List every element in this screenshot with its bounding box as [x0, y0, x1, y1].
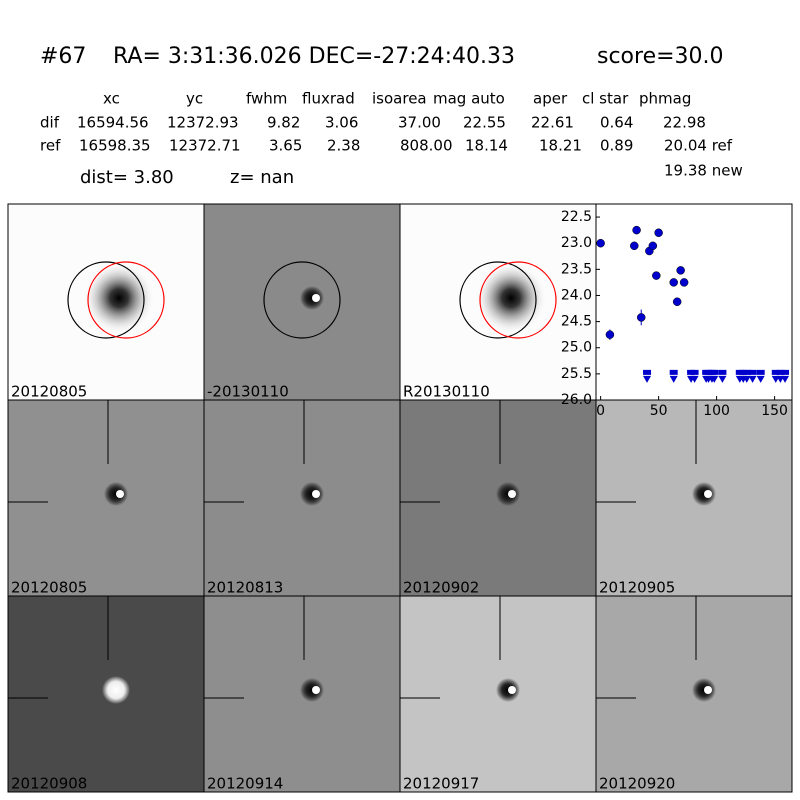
column-header: mag auto — [433, 90, 505, 108]
table-cell: 9.82 — [267, 114, 300, 132]
panel-label: 20120908 — [11, 775, 87, 793]
data-point — [596, 238, 605, 248]
y-tick-label: 26.0 — [561, 392, 592, 408]
table-cell: ref — [40, 137, 61, 155]
score: score=30.0 — [597, 44, 724, 69]
aperture — [67, 261, 145, 339]
table-cell: 12372.71 — [169, 137, 241, 155]
table-cell: 12372.93 — [167, 114, 239, 132]
panel-label: R20130110 — [403, 383, 490, 401]
star-core — [312, 294, 320, 302]
y-tick-label: 24.5 — [561, 314, 592, 330]
table-cell: 3.06 — [325, 114, 358, 132]
dist: dist= 3.80 — [80, 167, 174, 188]
column-header: cl star — [582, 90, 629, 108]
panel-label: 20120805 — [11, 579, 87, 597]
data-point — [605, 330, 615, 339]
table-cell: 0.64 — [600, 114, 633, 132]
extra: 19.38 new — [664, 162, 743, 180]
table-cell: 18.14 — [465, 137, 508, 155]
column-header: aper — [533, 90, 568, 108]
aperture — [263, 261, 341, 339]
panel-label: 20120805 — [11, 383, 87, 401]
panel-label: -20130110 — [207, 383, 289, 401]
star-core — [116, 490, 124, 498]
z: z= nan — [230, 167, 294, 188]
panel-label: 20120905 — [599, 579, 675, 597]
panel-label: 20120917 — [403, 775, 479, 793]
y-tick-label: 22.5 — [561, 209, 592, 225]
upper-limit — [781, 369, 790, 383]
data-point — [669, 278, 678, 287]
y-tick-label: 23.5 — [561, 261, 592, 277]
table-cell: 2.38 — [327, 137, 360, 155]
table-cell: 3.65 — [269, 137, 302, 155]
data-point — [679, 278, 689, 287]
y-tick-label: 24.0 — [561, 287, 592, 303]
upper-limit — [643, 369, 652, 383]
table-cell: 18.21 — [539, 137, 582, 155]
aperture — [87, 261, 165, 339]
star-core — [312, 490, 320, 498]
data-point — [630, 241, 639, 251]
star-core — [704, 686, 712, 694]
table-cell: dif — [40, 114, 60, 132]
column-header: yc — [186, 90, 203, 108]
data-point — [676, 266, 685, 275]
star-core — [312, 686, 320, 694]
plot-area — [595, 203, 793, 401]
column-header: isoarea — [372, 90, 427, 108]
upper-limit — [718, 369, 727, 383]
aperture — [459, 261, 537, 339]
data-point — [632, 225, 641, 235]
table-cell: 808.00 — [400, 137, 453, 155]
column-header: phmag — [639, 90, 691, 108]
upper-limit — [756, 369, 765, 383]
column-header: fluxrad — [302, 90, 355, 108]
table-cell: 22.55 — [463, 114, 506, 132]
data-point — [636, 313, 646, 322]
panel-label: 20120920 — [599, 775, 675, 793]
y-tick-label: 25.0 — [561, 340, 592, 356]
upper-limit — [748, 369, 757, 383]
upper-limit — [669, 369, 678, 383]
x-tick-label: 150 — [761, 403, 788, 419]
table-cell: 22.98 — [663, 114, 706, 132]
upper-limit — [690, 369, 699, 383]
x-tick-label: 50 — [650, 403, 668, 419]
table-cell: 22.61 — [531, 114, 574, 132]
column-header: xc — [103, 90, 120, 108]
column-header: fwhm — [246, 90, 287, 108]
y-tick-label: 23.0 — [561, 235, 592, 251]
star — [83, 262, 155, 334]
star — [475, 262, 547, 334]
star-core — [508, 686, 516, 694]
panel-label: 20120914 — [207, 775, 283, 793]
x-tick-label: 100 — [703, 403, 730, 419]
data-point — [648, 241, 658, 251]
upper-limit — [710, 369, 719, 383]
table-cell: 16598.35 — [79, 137, 151, 155]
y-tick-label: 25.5 — [561, 366, 592, 382]
table-cell: 20.04 ref — [664, 137, 733, 155]
coords: RA= 3:31:36.026 DEC=-27:24:40.33 — [113, 44, 515, 69]
star-core — [704, 490, 712, 498]
star — [102, 676, 130, 704]
panel-label: 20120813 — [207, 579, 283, 597]
data-point — [652, 271, 661, 280]
data-point — [672, 297, 682, 306]
table-cell: 0.89 — [600, 137, 633, 155]
aperture — [479, 261, 557, 339]
x-tick-label: 0 — [596, 403, 605, 419]
id: #67 — [40, 44, 86, 69]
table-cell: 16594.56 — [77, 114, 149, 132]
data-point — [654, 228, 663, 237]
table-cell: 37.00 — [398, 114, 441, 132]
panel-label: 20120902 — [403, 579, 479, 597]
star-core — [508, 490, 516, 498]
